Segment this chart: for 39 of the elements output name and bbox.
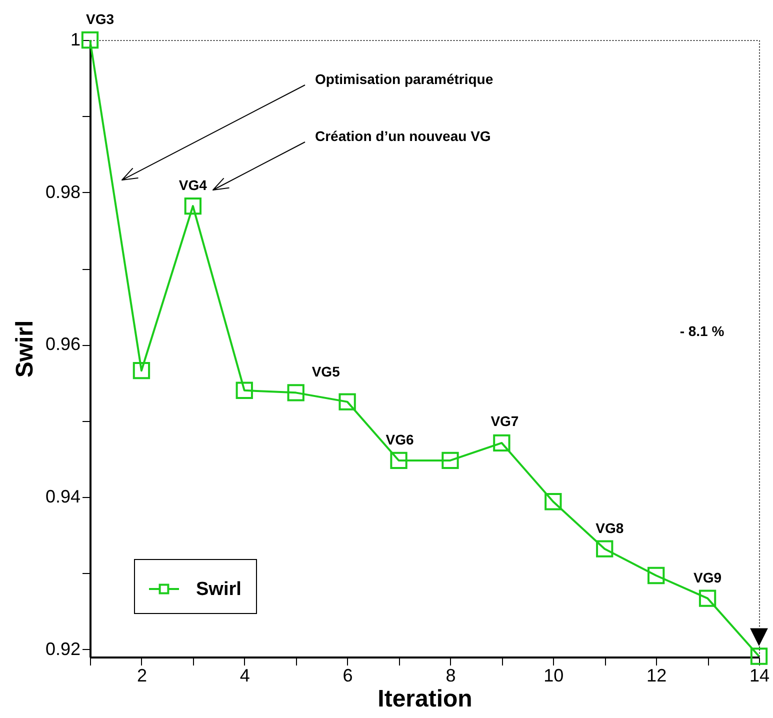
legend-label: Swirl [196,579,242,600]
annotation: VG3 [86,11,114,27]
y-tick-label: 0.96 [45,334,80,354]
point [132,362,150,380]
x-tick-label: 4 [240,666,250,686]
annotation: VG8 [596,520,624,536]
x-tick-label: 2 [136,666,147,686]
annotation: Optimisation paramétrique [315,71,494,87]
annotation: - 8.1 % [680,323,725,339]
x-tick-label: 14 [749,666,770,686]
y-tick-label: 0.98 [45,182,80,202]
point [81,31,99,49]
annotation: VG5 [312,364,340,380]
y-axis-title: Swirl [11,320,38,378]
y-tick-label: 0.94 [45,486,80,507]
point [750,648,768,665]
annotation: Création d’un nouveau VG [315,128,491,144]
point [184,197,202,215]
point [596,540,614,558]
x-tick-label: 6 [342,666,353,686]
point [493,434,510,452]
point [287,384,304,402]
point [338,393,356,410]
annotation: VG6 [386,431,414,448]
annotation: VG7 [490,412,519,429]
x-tick-label: 8 [446,666,456,686]
x-tick-label: 10 [544,666,564,686]
point [647,566,665,584]
point [698,590,716,607]
point [442,452,459,470]
annotation: VG4 [178,177,208,194]
annotation: VG9 [694,569,722,586]
point [236,382,253,399]
point [544,493,562,510]
point [390,452,408,470]
x-tick-label: 12 [646,666,667,686]
y-tick-label: 1 [70,30,80,50]
x-axis-title: Iteration [378,686,472,712]
y-tick-label: 0.92 [45,638,80,659]
